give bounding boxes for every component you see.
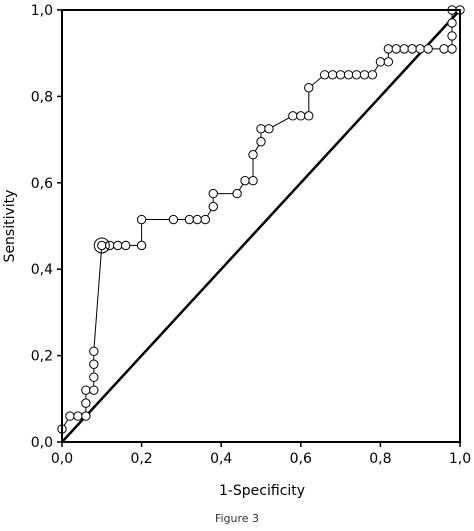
roc-point [383,57,394,67]
reference-diagonal-line [61,9,461,443]
x-tick-label: 1,0 [449,451,471,467]
plot-frame [61,9,461,443]
roc-point [304,111,314,121]
x-axis-title: 1-Specificity [219,483,305,499]
roc-point [447,18,457,28]
roc-point [391,44,402,54]
roc-point [136,214,147,225]
roc-point [184,214,195,225]
roc-curve-line [61,9,460,430]
roc-point [248,150,258,160]
roc-point [89,359,99,369]
roc-point [65,411,75,421]
roc-point [296,111,306,121]
reference-line-layer [61,9,461,443]
series-layer [57,5,465,434]
roc-point [256,124,266,134]
roc-point [439,44,449,54]
y-tick-label: 0,0 [31,435,53,451]
roc-point [367,70,378,80]
roc-point [447,31,457,41]
roc-point [327,70,338,80]
roc-point [375,57,386,67]
y-axis-title: Sensitivity [2,190,18,263]
roc-point [168,214,179,225]
roc-point [192,214,203,225]
roc-point [81,398,91,408]
roc-point [335,70,346,80]
highlighted-point-ring [93,237,110,254]
y-tick-label: 0,4 [31,262,53,278]
roc-point [97,240,107,251]
roc-point [383,44,394,54]
roc-chart: 0,0 0,2 0,4 0,6 0,8 1,0 0,0 0,2 0,4 0,6 0,8 1,0 1-S… [2,3,471,499]
roc-point [351,70,362,80]
roc-point [240,175,250,186]
x-tick-label: 0,4 [210,451,232,467]
roc-point [264,124,274,134]
roc-point [248,175,258,186]
roc-point [81,411,91,421]
roc-point [89,385,99,395]
roc-point [304,83,314,93]
roc-point [343,70,354,80]
y-tick-label: 1,0 [31,3,53,19]
roc-point [415,44,425,54]
x-tick-label: 0,6 [290,451,312,467]
roc-point [288,111,298,121]
x-tick-label: 0,0 [51,451,73,467]
roc-point [407,44,417,54]
tick-layer: 0,0 0,2 0,4 0,6 0,8 1,0 0,0 0,2 0,4 0,6 0,8 1,0 [31,3,471,467]
roc-point [89,346,99,356]
roc-point [81,385,91,395]
y-tick-label: 0,6 [31,176,53,192]
y-tick-label: 0,2 [31,349,53,365]
roc-point [359,70,370,80]
roc-point [208,201,218,212]
roc-point [120,240,131,251]
roc-point [256,137,266,147]
y-tick-label: 0,8 [31,89,53,105]
roc-point [136,240,147,251]
roc-point [232,188,242,199]
roc-point [208,188,218,199]
figure-caption: Figure 3 [214,512,260,525]
roc-point [399,44,409,54]
roc-point [113,240,123,251]
roc-point [447,44,457,54]
x-tick-label: 0,8 [369,451,391,467]
x-tick-label: 0,2 [130,451,152,467]
roc-point [423,44,433,54]
roc-point [89,372,99,382]
roc-point [73,411,83,421]
roc-point [319,70,330,80]
axes-layer [61,9,461,443]
roc-point [200,214,210,225]
